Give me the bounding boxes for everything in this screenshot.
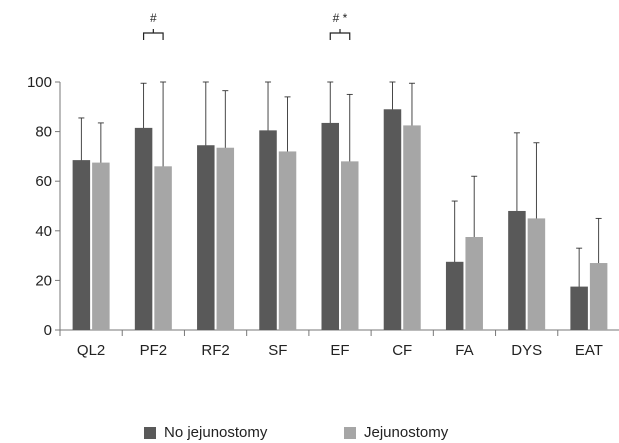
bar-jejunostomy-rf2 [216, 147, 235, 330]
bar-no-jejunostomy-sf [259, 130, 277, 330]
x-tick-label-rf2: RF2 [201, 342, 229, 359]
bar-no-jejunostomy-ql2 [72, 160, 91, 330]
bar-jejunostomy-cf [403, 125, 421, 331]
tick-labels: 0 20 40 60 80 100 QL2 PF2 RF2 SF EF CF FA DYS EAT [27, 74, 603, 359]
y-tick-label: 20 [35, 272, 52, 289]
bar-jejunostomy-fa [465, 237, 483, 330]
bar-jejunostomy-pf2 [154, 166, 172, 330]
bar-no-jejunostomy-rf2 [197, 145, 215, 330]
bar-no-jejunostomy-ef [321, 122, 339, 330]
x-tick-label-eat: EAT [575, 342, 603, 359]
significance-label-pf2: # [150, 11, 157, 25]
legend: No jejunostomy Jejunostomy [0, 424, 619, 443]
x-tick-label-ef: EF [330, 342, 349, 359]
significance-bracket-pf2 [142, 29, 164, 40]
significance-bracket-ef [329, 29, 351, 40]
bar-no-jejunostomy-eat [570, 286, 588, 330]
bar-jejunostomy-ef [341, 161, 359, 330]
bars [72, 109, 608, 331]
bar-jejunostomy-sf [278, 151, 297, 330]
x-tick-label-dys: DYS [511, 342, 542, 359]
significance-label-ef: # * [333, 11, 348, 25]
bar-no-jejunostomy-fa [445, 261, 464, 330]
bar-jejunostomy-eat [589, 263, 608, 330]
axes [55, 81, 619, 336]
significance-markers: # # * [142, 11, 351, 40]
legend-item-no-jejunostomy: No jejunostomy [144, 424, 267, 441]
x-tick-label-ql2: QL2 [77, 342, 105, 359]
y-tick-label: 0 [44, 322, 52, 339]
legend-label-no-jejunostomy: No jejunostomy [164, 424, 268, 441]
x-tick-label-cf: CF [392, 342, 412, 359]
bar-no-jejunostomy-pf2 [134, 127, 153, 330]
y-tick-label: 80 [35, 124, 52, 141]
bar-chart: 0 20 40 60 80 100 QL2 PF2 RF2 SF EF CF FA DYS EAT # # * [27, 11, 619, 359]
y-tick-label: 100 [27, 74, 52, 91]
legend-item-jejunostomy: Jejunostomy [344, 424, 448, 441]
y-tick-label: 40 [35, 223, 52, 240]
bar-no-jejunostomy-dys [508, 210, 526, 330]
x-tick-label-sf: SF [268, 342, 287, 359]
legend-label-jejunostomy: Jejunostomy [364, 424, 449, 441]
bar-jejunostomy-ql2 [92, 162, 110, 330]
x-tick-label-fa: FA [455, 342, 473, 359]
bar-jejunostomy-dys [527, 218, 546, 330]
x-tick-label-pf2: PF2 [140, 342, 168, 359]
y-tick-label: 60 [35, 173, 52, 190]
bar-no-jejunostomy-cf [383, 109, 402, 330]
legend-swatch-no-jejunostomy [144, 426, 156, 439]
legend-swatch-jejunostomy [344, 426, 356, 439]
